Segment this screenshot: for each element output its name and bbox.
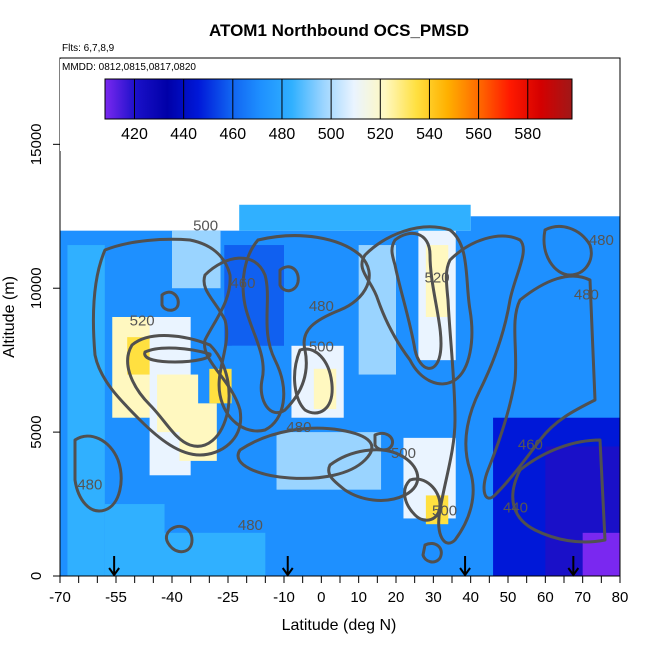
- contour-line-520-spot-3: [160, 290, 180, 312]
- x-tick-label: 50: [500, 589, 517, 606]
- contour-label: 480: [238, 517, 263, 534]
- x-tick-label: 70: [574, 589, 591, 606]
- contour-label: 500: [193, 218, 218, 235]
- dates-note: MMDD: 0812,0815,0817,0820: [62, 62, 196, 73]
- colorbar-ticks: 420 440 460 480 500 520 540 560 580: [121, 79, 541, 143]
- contour-label: 520: [130, 313, 155, 330]
- contour-line-500-central: [293, 347, 334, 415]
- contour-line-460-mid: [202, 256, 286, 433]
- flight-marker-head: [281, 567, 294, 577]
- heatmap-cell: [153, 532, 266, 576]
- x-tick-label: -55: [105, 589, 127, 606]
- colorbar-gradient: [104, 78, 573, 120]
- contour-line-500-spot-1: [278, 265, 300, 293]
- heatmap-cell: [231, 345, 262, 433]
- contour-label: 500: [432, 503, 457, 520]
- flight-marker-head: [459, 567, 471, 577]
- contour-label: 480: [286, 419, 311, 436]
- colorbar-tick-label: 560: [465, 126, 492, 143]
- contour-line-480-low: [236, 426, 374, 480]
- contour-label: 460: [518, 436, 543, 453]
- x-tick-label: -40: [161, 589, 183, 606]
- flight-markers: [108, 556, 580, 577]
- x-tick-label: -70: [49, 589, 71, 606]
- contour-line-500-spot-2: [373, 431, 395, 452]
- y-axis-label: Altitude (m): [1, 276, 18, 358]
- heatmap-cell: [358, 245, 396, 375]
- contour-label: 500: [309, 339, 334, 356]
- contour-label: 480: [309, 298, 334, 315]
- heatmap-layer: [60, 204, 620, 576]
- flight-marker-head: [108, 567, 120, 577]
- colorbar-tick-label: 460: [219, 126, 246, 143]
- flight-marker-arrow: [459, 556, 471, 577]
- x-tick-label: 30: [425, 589, 442, 606]
- flight-marker-arrow: [567, 556, 580, 577]
- x-axis: -70 -55 -40 -25 -10 0 10 20 30 40 50 60 70 80: [49, 576, 628, 606]
- flight-marker-head: [567, 567, 580, 577]
- contour-lines: [73, 225, 607, 564]
- colorbar-tick-label: 520: [367, 126, 394, 143]
- x-tick-label: 10: [350, 589, 367, 606]
- contour-line-480-southwest: [73, 434, 123, 513]
- y-tick-label: 0: [28, 572, 45, 580]
- x-tick-label: 40: [462, 589, 479, 606]
- contour-label: 500: [391, 445, 416, 462]
- contour-label: 480: [574, 287, 599, 304]
- contour-line-480-south-floor: [164, 524, 194, 554]
- contour-label: 480: [589, 232, 614, 249]
- contour-line-480-central: [241, 234, 371, 414]
- contour-label: 460: [230, 275, 255, 292]
- y-tick-label: 10000: [28, 267, 45, 309]
- x-axis-label: Latitude (deg N): [282, 617, 397, 634]
- contour-line-500-north: [360, 225, 474, 386]
- x-tick-label: 20: [388, 589, 405, 606]
- contour-line-500-spot-4: [421, 542, 443, 564]
- contour-label: 480: [77, 477, 102, 494]
- colorbar: MMDD: 0812,0815,0817,0820 420 440 460 480 50…: [60, 59, 619, 151]
- colorbar-tick-label: 580: [514, 126, 541, 143]
- x-tick-label: -25: [217, 589, 239, 606]
- contour-label: 520: [425, 269, 450, 286]
- contour-label: 440: [503, 500, 528, 517]
- y-axis: 0 5000 10000 15000: [28, 123, 60, 580]
- contour-line-440-east: [511, 438, 607, 544]
- x-tick-label: 80: [612, 589, 629, 606]
- contour-line-480-far-east: [542, 225, 593, 277]
- contour-line-520-north: [390, 231, 443, 370]
- colorbar-tick-label: 440: [170, 126, 197, 143]
- contour-line-520-south: [126, 334, 231, 448]
- colorbar-tick-label: 500: [318, 126, 345, 143]
- contour-line-500-west: [91, 237, 243, 457]
- heatmap-cell: [67, 245, 105, 576]
- chart-title: ATOM1 Northbound OCS_PMSD: [209, 21, 469, 40]
- y-tick-label: 5000: [28, 415, 45, 448]
- contour-line-460-east: [482, 274, 597, 500]
- y-tick-label: 15000: [28, 123, 45, 165]
- colorbar-tick-label: 480: [269, 126, 296, 143]
- flights-note: Flts: 6,7,8,9: [62, 43, 115, 54]
- flight-marker-arrow: [108, 556, 120, 577]
- x-tick-label: -10: [273, 589, 295, 606]
- contour-line-500-southeast: [403, 477, 442, 522]
- x-tick-label: 60: [537, 589, 554, 606]
- colorbar-tick-label: 420: [121, 126, 148, 143]
- colorbar-tick-label: 540: [416, 126, 443, 143]
- contour-labels: 500 460 480 520 500 520 480 480 480 500 460 480 500 4…: [77, 218, 613, 534]
- contour-line-520-band: [143, 346, 212, 364]
- flight-marker-arrow: [281, 556, 294, 577]
- x-tick-label: 0: [317, 589, 325, 606]
- contour-line-480-east: [437, 234, 525, 545]
